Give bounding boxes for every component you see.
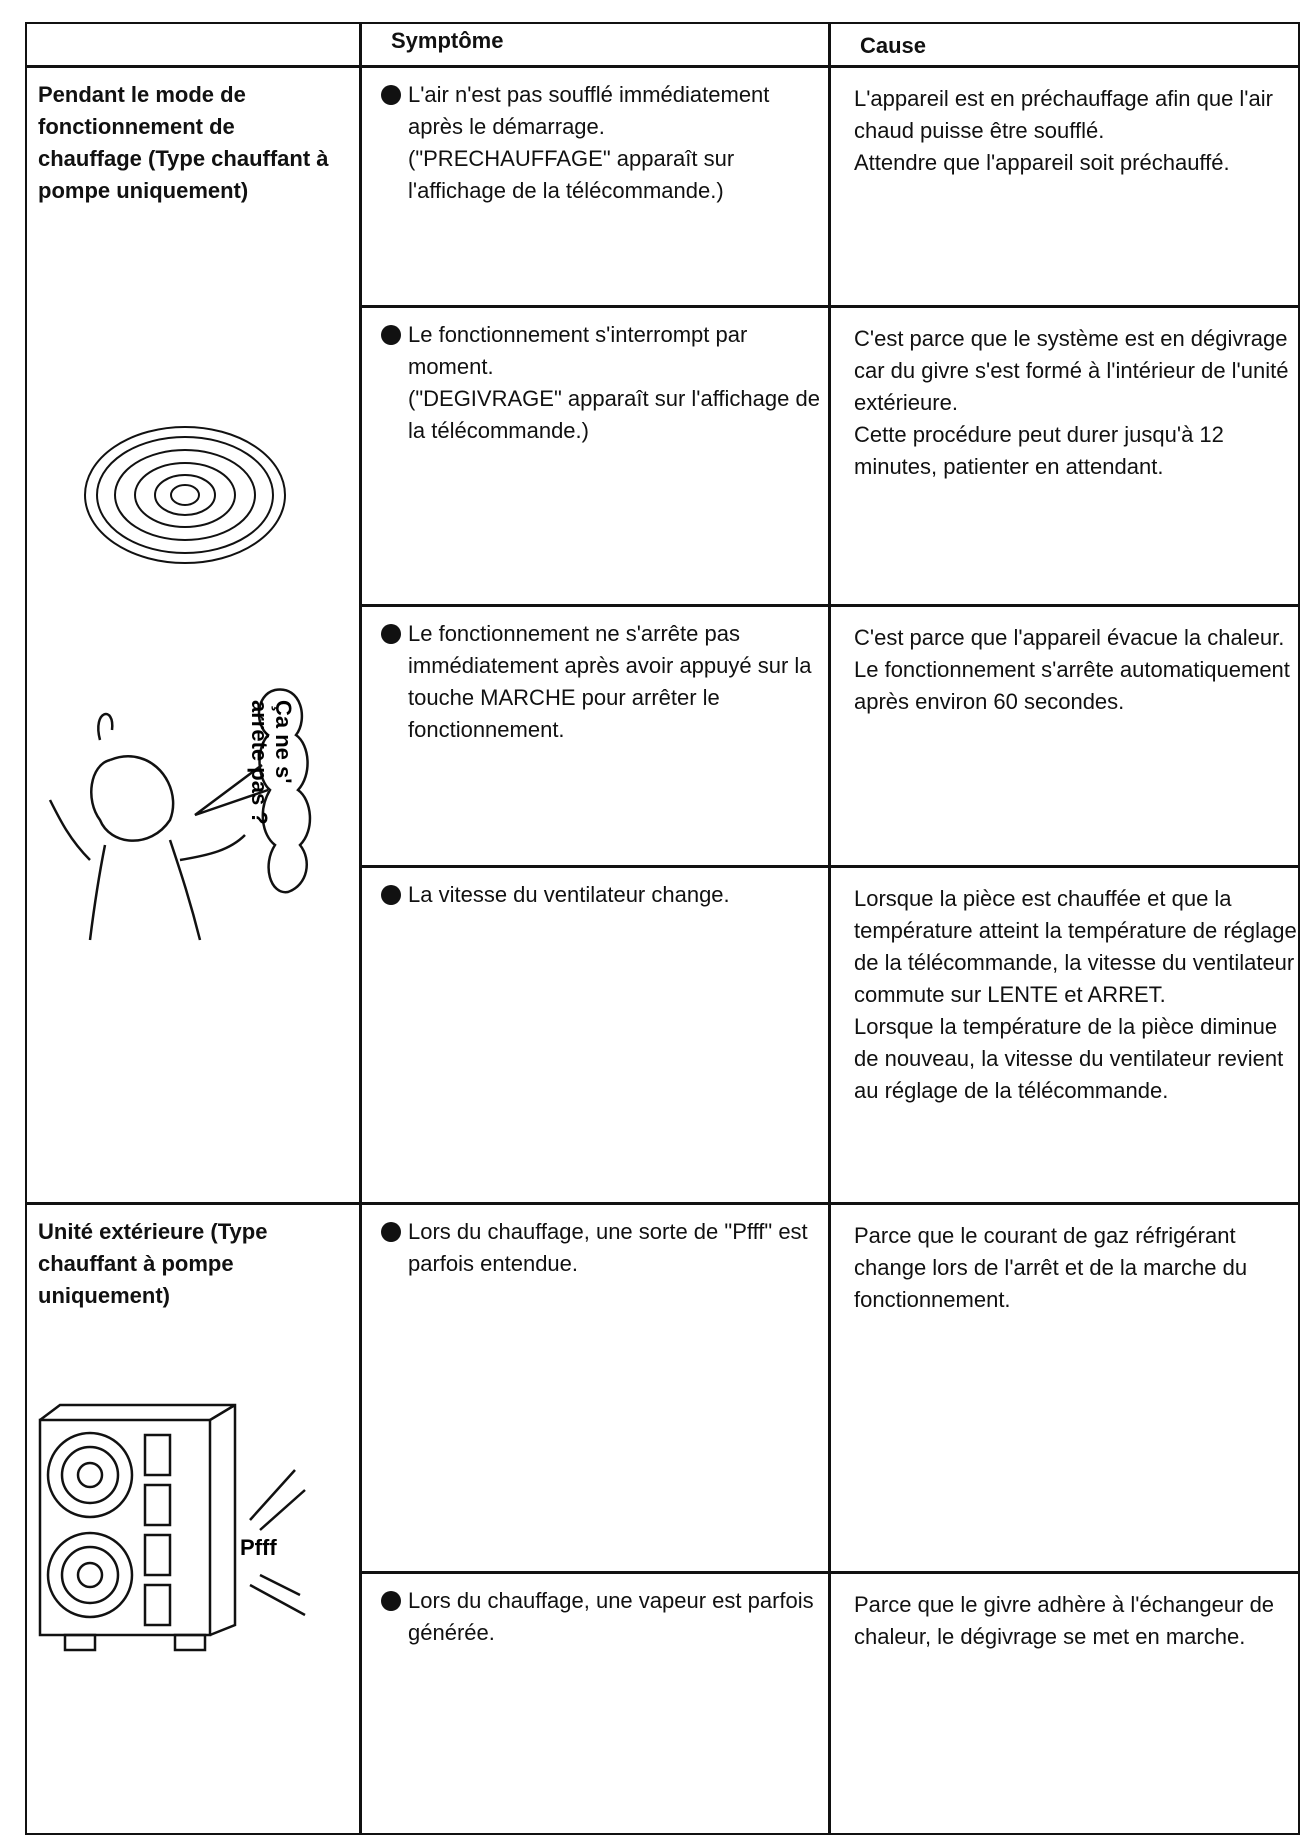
symptom-text: Lors du chauffage, une vapeur est parfoi… <box>408 1585 828 1649</box>
paragraph: Lorsque la température de la pièce dimin… <box>854 1014 1284 1103</box>
cause-cell <box>829 1572 1300 1835</box>
bullet <box>381 85 401 105</box>
paragraph: Cette procédure peut durer jusqu'à 12 mi… <box>854 422 1224 479</box>
speech-text: Ça ne s' <box>271 700 296 784</box>
paragraph: Parce que le givre adhère à l'échangeur … <box>854 1592 1275 1649</box>
paragraph: Parce que le courant de gaz réfrigérant … <box>854 1223 1248 1312</box>
paragraph: C'est parce que l'appareil évacue la cha… <box>854 625 1285 650</box>
cause-text: Lorsque la pièce est chauffée et que la … <box>854 883 1299 1107</box>
group-cell <box>25 66 361 1204</box>
cause-text: C'est parce que le système est en dégivr… <box>854 323 1299 483</box>
symptom-text: La vitesse du ventilateur change. <box>408 879 828 911</box>
header-symptom: Symptôme <box>391 28 504 53</box>
bullet <box>381 885 401 905</box>
symptom-text: Le fonctionnement s'interrompt par momen… <box>408 319 828 447</box>
bullet <box>381 624 401 644</box>
paragraph: L'appareil est en préchauffage afin que … <box>854 86 1273 143</box>
bullet <box>381 325 401 345</box>
group-label: Pendant le mode de fonctionnement de cha… <box>38 82 329 203</box>
symptom-text: Le fonctionnement ne s'arrête pas immédi… <box>408 618 828 746</box>
speech-text: arrête pas ? <box>247 700 272 825</box>
cause-text: Parce que le givre adhère à l'échangeur … <box>854 1589 1299 1653</box>
paragraph: La vitesse du ventilateur change. <box>408 882 730 907</box>
symptom-cell <box>360 866 830 1204</box>
paragraph: ("DEGIVRAGE" apparaît sur l'affichage de… <box>408 386 820 443</box>
header-cell <box>25 22 361 67</box>
sound-text: Pfff <box>240 1535 277 1560</box>
symptom-text: Lors du chauffage, une sorte de "Pfff" e… <box>408 1216 828 1280</box>
paragraph: C'est parce que le système est en dégivr… <box>854 326 1289 415</box>
paragraph: Attendre que l'appareil soit préchauffé. <box>854 150 1230 175</box>
symptom-text: L'air n'est pas soufflé immédiatement ap… <box>408 79 828 207</box>
paragraph: ("PRECHAUFFAGE" apparaît sur l'affichage… <box>408 146 735 203</box>
paragraph: Lors du chauffage, une sorte de "Pfff" e… <box>408 1219 808 1276</box>
paragraph: Le fonctionnement s'arrête automatiqueme… <box>854 657 1290 714</box>
cause-text: L'appareil est en préchauffage afin que … <box>854 83 1299 179</box>
ceiling-unit <box>84 426 286 564</box>
cause-text: C'est parce que l'appareil évacue la cha… <box>854 622 1299 718</box>
bullet <box>381 1591 401 1611</box>
bullet <box>381 1222 401 1242</box>
paragraph: Lors du chauffage, une vapeur est parfoi… <box>408 1588 814 1645</box>
outdoor-unit: Pfff <box>38 1403 306 1652</box>
paragraph: Le fonctionnement ne s'arrête pas immédi… <box>408 621 812 742</box>
girl-illustration: Ça ne s' arrête pas ? <box>48 688 312 941</box>
paragraph: L'air n'est pas soufflé immédiatement ap… <box>408 82 770 139</box>
group-label: Unité extérieure (Type chauffant à pompe… <box>38 1219 268 1308</box>
header-cause: Cause <box>860 33 927 58</box>
paragraph: Lorsque la pièce est chauffée et que la … <box>854 886 1297 1007</box>
cause-text: Parce que le courant de gaz réfrigérant … <box>854 1220 1299 1316</box>
paragraph: Le fonctionnement s'interrompt par momen… <box>408 322 748 379</box>
